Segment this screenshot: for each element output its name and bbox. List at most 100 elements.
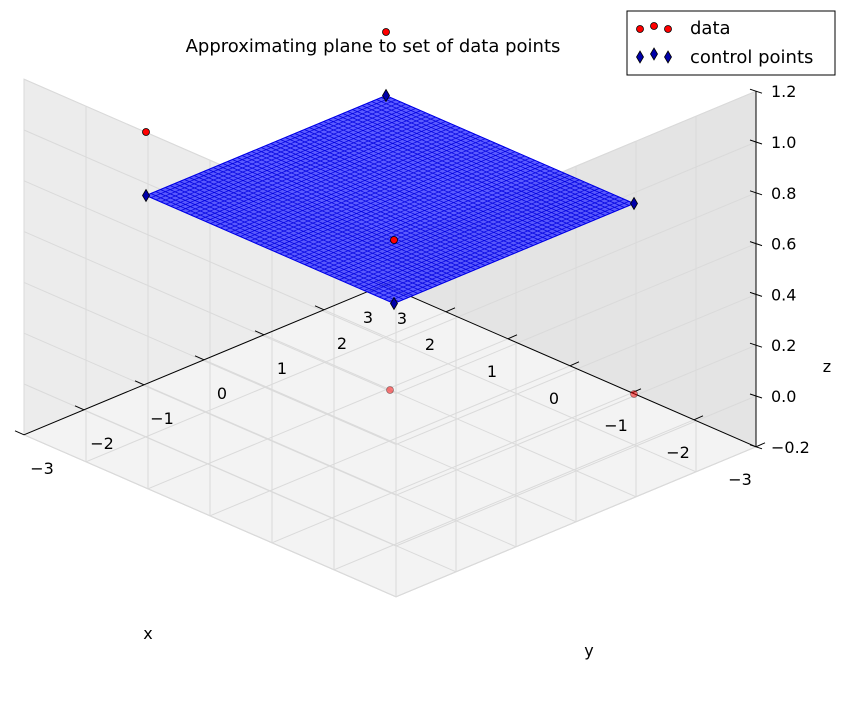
surface-mesh-line [205,121,446,222]
z-axis-label: z [823,357,831,376]
grid-line [395,243,757,395]
surface-mesh-line [381,97,630,206]
surface-mesh-line [304,129,553,238]
surface-mesh-line [195,116,436,218]
grid-line [395,293,757,445]
surface-mesh-line [245,138,486,240]
z-tick-label: 1.2 [771,82,796,101]
grid-line [263,334,637,498]
y-tick-label: 1 [277,359,287,378]
grid-line [23,180,397,344]
surface-mesh-line [265,145,515,254]
grid-line [203,359,577,523]
grid-line [23,383,397,547]
surface-mesh-line [185,112,426,214]
chart-title: Approximating plane to set of data point… [186,36,561,57]
legend-marker-control-points [636,50,644,64]
y-tick-mark [314,305,325,311]
z-tick-mark [749,393,763,399]
z-tick-mark [749,88,763,94]
surface-mesh-line [342,113,591,222]
surface-mesh-line [337,115,587,224]
z-tick-label: 0.4 [771,285,796,304]
surface-mesh-line [361,105,611,214]
surface-mesh-line [150,97,392,198]
surface-mesh-line [259,144,501,246]
legend-marker-data [664,25,672,33]
surface-mesh-line [299,131,548,240]
x-tick-label: 0 [549,389,559,408]
y-tick-label: 0 [217,384,227,403]
legend-label-data: data [690,18,731,39]
x-tick-label: 2 [425,335,435,354]
grid-line [23,332,397,496]
z-tick-label: 0.0 [771,387,796,406]
z-tick-label: 1.0 [771,133,796,152]
x-tick-label: 1 [487,362,497,381]
x-tick-label: 3 [363,308,373,327]
z-tick-label: 0.8 [771,184,796,203]
y-tick-mark [194,355,205,361]
surface-mesh-line [210,123,451,224]
surface-mesh-line [371,101,620,210]
z-tick-mark [749,190,763,196]
x-tick-mark [445,307,456,313]
y-tick-mark [134,380,145,386]
z-tick-mark [749,444,763,450]
tick-labels: 3210−1−2−3−3−2−101231.21.00.80.60.40.20.… [30,82,810,489]
surface-mesh-line [235,134,476,235]
y-axis-label: y [584,641,593,660]
z-tick-label: 0.2 [771,336,796,355]
surface-mesh-line [385,95,635,204]
surface-mesh-line [220,127,461,229]
surface-mesh-line [294,133,543,242]
surface-mesh-line [254,142,496,244]
surface-mesh-line [240,136,481,237]
legend-label-control-points: control points [690,47,813,68]
approximating-plane-surface [144,94,636,305]
surface-mesh-line [264,147,506,248]
legend: data control points [626,10,836,76]
x-axis-label: x [143,624,152,643]
data-point [142,128,150,136]
surface-mesh-line [175,108,416,209]
grid-line [323,309,697,473]
y-tick-mark [74,405,85,411]
surface-mesh-line [280,139,529,248]
y-tick-label: −3 [30,459,54,478]
grid-line [23,281,397,445]
surface-mesh-line [160,101,402,203]
y-tick-mark [14,430,25,436]
grid-line [395,192,757,344]
z-tick-mark [749,291,763,297]
x-tick-mark [693,415,704,421]
data-point [630,390,638,398]
surface-mesh-line [328,119,577,228]
x-tick-mark [569,361,580,367]
surface-mesh-line [190,114,431,216]
legend-marker-data [636,25,644,33]
surface-mesh-line [215,125,456,227]
control-point [382,88,390,103]
surface-mesh-line [285,137,534,246]
surface-mesh-line [165,103,406,205]
z-tick-mark [749,342,763,348]
x-tick-mark [755,442,766,448]
control-point [142,188,150,203]
control-point [630,196,638,211]
x-tick-label: −1 [604,416,628,435]
x-tick-mark [507,334,518,340]
data-point [382,28,390,36]
surface-mesh-line [313,125,563,234]
surface-mesh-line [318,123,567,232]
surface-mesh-line [225,129,466,231]
grid-line [23,231,397,395]
y-tick-label: 2 [337,334,347,353]
surface-mesh-line [250,140,491,242]
surface-mesh-line [145,95,387,196]
grid-line [143,384,517,548]
legend-markers [636,22,672,64]
data-markers [142,28,638,398]
legend-marker-control-points [650,47,658,61]
surface-mesh-line [347,111,596,220]
